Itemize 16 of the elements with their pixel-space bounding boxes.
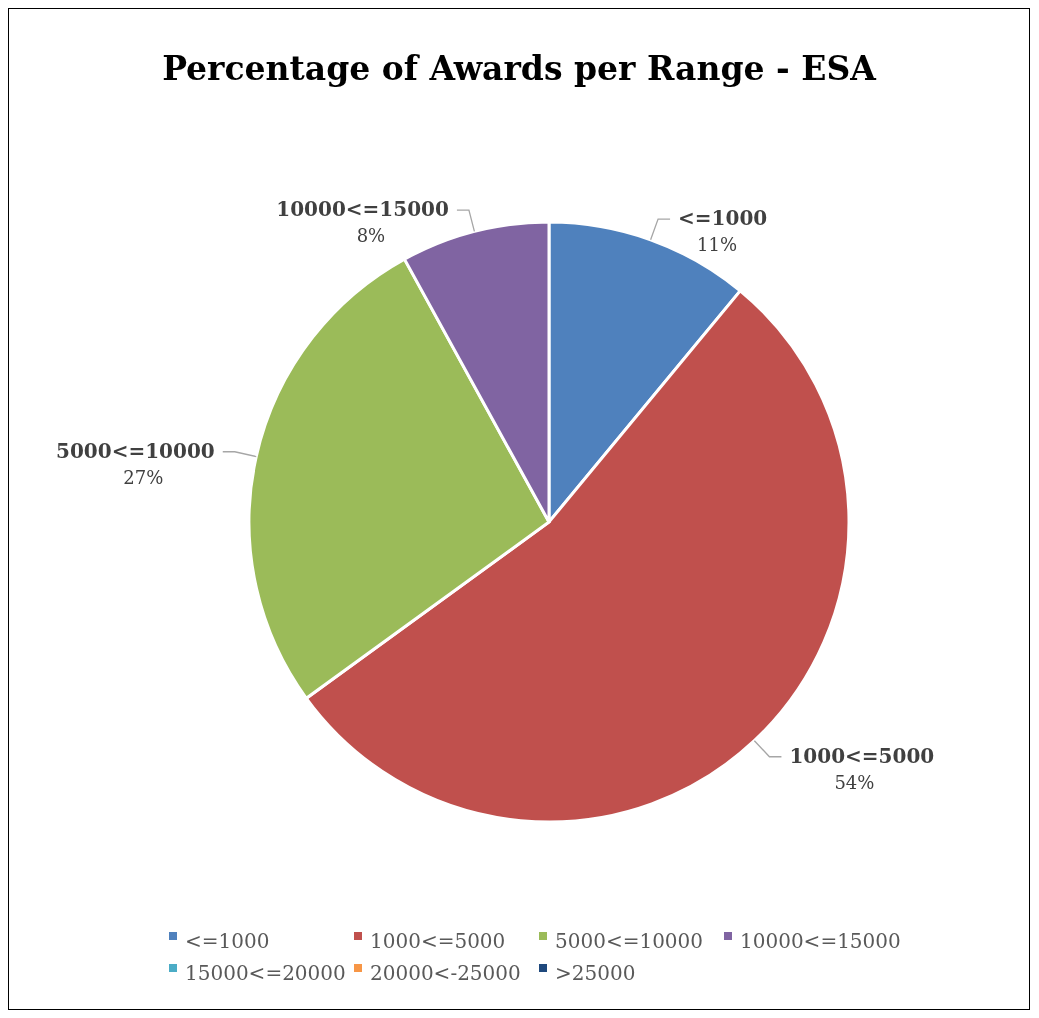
legend-label: 10000<=15000 xyxy=(740,929,901,953)
legend-label: >25000 xyxy=(555,961,636,985)
data-label: 27% xyxy=(123,466,164,488)
legend-label: <=1000 xyxy=(185,929,270,953)
chart-title: Percentage of Awards per Range - ESA xyxy=(161,48,878,90)
slice-label: 1000<=5000 xyxy=(789,743,935,768)
slice-label: 10000<=15000 xyxy=(276,197,449,222)
data-label: 11% xyxy=(697,234,738,256)
slice-label: 5000<=10000 xyxy=(55,438,215,463)
slice-label: <=1000 xyxy=(678,206,768,231)
legend-label: 5000<=10000 xyxy=(555,929,704,953)
legend-label: 1000<=5000 xyxy=(370,929,506,953)
data-label: 54% xyxy=(834,771,875,793)
legend-label: 15000<=20000 xyxy=(185,961,346,985)
data-label: 8% xyxy=(356,225,386,247)
legend-label: 20000<-25000 xyxy=(370,961,521,985)
